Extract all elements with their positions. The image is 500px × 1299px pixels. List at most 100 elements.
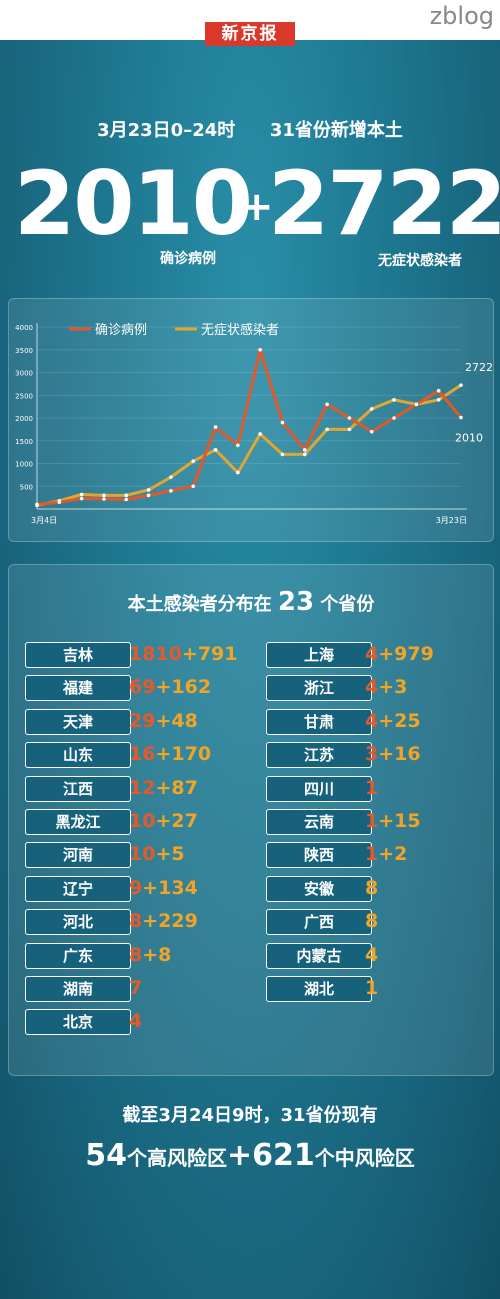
summary-plus: + — [240, 184, 274, 230]
high-risk-count: 54 — [85, 1138, 127, 1173]
background — [0, 40, 500, 1299]
data-point — [213, 425, 218, 429]
province-values: 29+48 — [129, 708, 198, 734]
data-point — [79, 492, 84, 497]
plus-sign: + — [378, 643, 395, 665]
province-values: 12+87 — [129, 775, 198, 801]
high-risk-label: 个高风险区 — [126, 1146, 227, 1170]
province-label: 江西 — [25, 775, 131, 802]
y-tick-label: 3000 — [15, 370, 33, 378]
data-point — [325, 402, 329, 407]
data-point — [414, 402, 419, 407]
province-label: 天津 — [25, 708, 131, 735]
distribution-panel: 本土感染者分布在 23 个省份 吉林 1810+791 福建 69+162 天津 29+4… — [8, 564, 494, 1076]
asymptomatic-value: 8 — [365, 910, 379, 933]
confirmed-label: 确诊病例 — [160, 251, 216, 267]
province-values: 1810+791 — [129, 641, 237, 667]
data-point — [79, 496, 84, 501]
province-label: 甘肃 — [266, 708, 372, 735]
data-point — [213, 448, 218, 452]
series-line-confirmed — [36, 348, 463, 506]
data-point — [436, 398, 441, 402]
province-label: 黑龙江 — [25, 809, 131, 835]
series-line-asymptomatic — [36, 383, 462, 507]
data-point — [57, 500, 62, 504]
confirmed-value: 1810 — [129, 643, 182, 665]
asymptomatic-value: 87 — [171, 776, 198, 799]
province-values: 4+3 — [365, 674, 407, 700]
asymptomatic-value: 791 — [197, 643, 238, 665]
province-label: 河北 — [25, 909, 131, 936]
data-point — [169, 489, 173, 493]
province-label: 福建 — [25, 675, 131, 702]
asymptomatic-value: 2 — [394, 843, 408, 866]
chart-legend: 确诊病例 无症状感染者 — [69, 322, 279, 338]
footer-line2: 54个高风险区+621个中风险区 — [0, 1138, 500, 1173]
province-values: 7 — [129, 975, 142, 1001]
confirmed-value: 1 — [365, 776, 379, 799]
confirmed-value: 10 — [129, 843, 156, 866]
province-label: 山东 — [25, 742, 131, 769]
footer-plus: + — [226, 1138, 253, 1173]
confirmed-value: 1 — [365, 810, 379, 832]
data-point — [325, 427, 329, 432]
data-point — [369, 407, 374, 411]
legend-label-asymptomatic: 无症状感染者 — [201, 322, 279, 338]
province-values: 1+15 — [365, 808, 421, 834]
data-point — [191, 484, 196, 489]
data-point — [392, 416, 396, 420]
province-label: 上海 — [266, 642, 372, 668]
province-label: 广东 — [25, 942, 131, 969]
province-values: 4+979 — [365, 641, 434, 667]
data-point — [102, 493, 106, 498]
province-values: 3+16 — [365, 741, 421, 767]
data-point — [191, 459, 196, 464]
mid-risk-count: 621 — [252, 1138, 315, 1173]
asymptomatic-value: 5 — [171, 843, 185, 866]
data-point — [258, 347, 262, 352]
data-point — [35, 502, 39, 507]
confirmed-value: 8 — [129, 943, 143, 966]
confirmed-value: 29 — [129, 709, 156, 732]
confirmed-value: 4 — [365, 676, 379, 699]
province-values: 4 — [129, 1008, 142, 1034]
confirmed-value: 4 — [129, 1010, 143, 1033]
confirmed-value: 12 — [129, 776, 156, 799]
asymptomatic-value: 170 — [171, 743, 212, 766]
data-point — [302, 448, 307, 452]
data-point — [124, 497, 129, 502]
asymptomatic-value: 4 — [365, 943, 379, 966]
headline-scope: 31省份新增本土 — [269, 120, 403, 141]
province-values: 8+8 — [129, 942, 171, 968]
province-values: 1 — [365, 775, 378, 801]
province-label: 安徽 — [266, 875, 372, 902]
distribution-title: 本土感染者分布在 23 个省份 — [9, 587, 493, 617]
x-tick-label-end: 3月23日 — [436, 516, 467, 525]
province-values: 10+5 — [129, 841, 185, 867]
y-tick-label: 500 — [20, 483, 33, 491]
confirmed-value: 3 — [365, 743, 379, 766]
data-point — [169, 475, 173, 479]
y-tick-label: 3500 — [15, 347, 33, 355]
data-point — [258, 432, 262, 436]
confirmed-value: 16 — [129, 743, 156, 766]
province-label: 陕西 — [266, 842, 372, 869]
province-values: 9+134 — [129, 875, 198, 901]
data-point — [236, 443, 240, 448]
plus-sign: + — [142, 876, 159, 899]
plus-sign: + — [378, 810, 395, 832]
data-point — [280, 452, 285, 457]
confirmed-value: 7 — [129, 977, 143, 999]
confirmed-value: 69 — [129, 676, 156, 699]
watermark: zblog — [429, 2, 494, 30]
chart-axes: 500 1000 1500 2000 2500 3000 3500 4000 3月4日 3月23日 — [15, 323, 467, 525]
data-point — [102, 497, 106, 501]
data-point — [347, 416, 352, 420]
province-label: 辽宁 — [25, 875, 131, 902]
asymptomatic-value: 979 — [394, 643, 434, 665]
province-label: 四川 — [266, 775, 372, 802]
asymptomatic-label: 无症状感染者 — [378, 253, 462, 269]
asymptomatic-value: 16 — [394, 743, 421, 766]
province-label: 湖北 — [266, 976, 372, 1002]
distribution-title-post: 个省份 — [320, 594, 375, 615]
